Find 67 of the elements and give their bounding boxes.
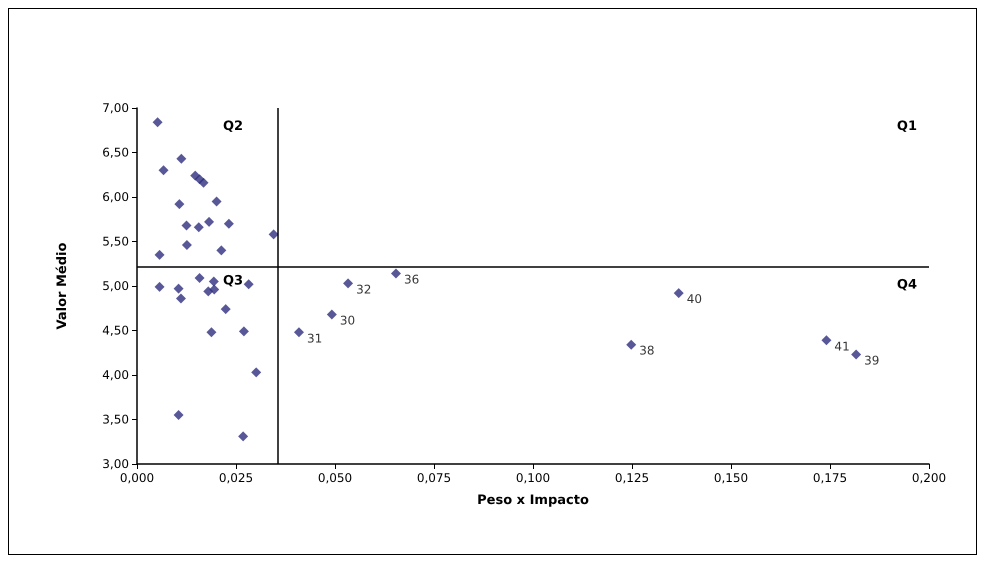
annotation: 41 xyxy=(834,339,850,354)
point xyxy=(158,165,169,176)
annotation: Q2 xyxy=(222,119,244,134)
point xyxy=(174,284,184,294)
point xyxy=(224,218,234,229)
y-tick-label: 3,00 xyxy=(102,457,129,471)
x-tick-label: 0,175 xyxy=(812,471,848,485)
y-tick-label: 6,00 xyxy=(102,190,129,204)
point xyxy=(152,117,163,128)
annotation: 31 xyxy=(306,331,322,346)
point xyxy=(204,216,214,227)
point xyxy=(268,229,279,240)
annotation: Q1 xyxy=(896,119,917,134)
x-tick-label: 0,125 xyxy=(614,471,650,485)
point xyxy=(294,327,304,338)
point xyxy=(182,220,192,230)
y-tick-label: 3,50 xyxy=(102,412,129,426)
x-axis-title: Peso x Impacto xyxy=(477,493,589,508)
y-tick-label: 6,50 xyxy=(102,146,129,160)
point xyxy=(821,335,832,346)
point xyxy=(851,350,862,360)
point xyxy=(208,276,219,287)
point xyxy=(206,327,216,338)
annotation: 30 xyxy=(340,313,356,328)
point xyxy=(176,293,186,304)
point xyxy=(390,268,401,279)
x-tick-label: 0,075 xyxy=(416,471,452,485)
point xyxy=(174,410,184,420)
annotation: Q4 xyxy=(896,277,917,292)
point xyxy=(194,222,204,232)
annotation: 36 xyxy=(404,272,420,287)
y-tick-label: 4,50 xyxy=(102,324,129,338)
annotation: 40 xyxy=(686,292,702,306)
point xyxy=(174,199,184,210)
point xyxy=(176,154,186,164)
point xyxy=(626,340,636,350)
point xyxy=(326,309,337,320)
x-tick-label: 0,050 xyxy=(318,471,352,485)
point xyxy=(209,284,220,295)
x-tick-label: 0,100 xyxy=(516,471,550,485)
point xyxy=(154,282,165,292)
y-tick-label: 4,00 xyxy=(102,368,129,382)
y-tick-label: 5,00 xyxy=(102,279,129,293)
point xyxy=(674,288,684,298)
point xyxy=(216,245,226,256)
point xyxy=(238,326,249,336)
point xyxy=(244,279,254,290)
point xyxy=(154,250,165,260)
x-tick-label: 0,000 xyxy=(120,471,154,485)
point xyxy=(251,367,262,378)
x-tick-label: 0,025 xyxy=(218,471,254,485)
point xyxy=(238,431,248,442)
annotation: 32 xyxy=(356,282,372,296)
x-tick-label: 0,200 xyxy=(912,471,946,485)
y-tick-label: 5,50 xyxy=(102,234,129,248)
annotation: 38 xyxy=(639,344,654,358)
point xyxy=(220,304,231,314)
point xyxy=(198,178,209,188)
point xyxy=(343,278,354,288)
annotation: Q3 xyxy=(222,273,244,288)
point xyxy=(182,240,192,250)
annotation: 39 xyxy=(864,354,880,368)
y-tick-label: 7,00 xyxy=(102,101,129,115)
y-axis-title: Valor Médio xyxy=(55,242,70,330)
x-tick-label: 0,150 xyxy=(714,471,748,485)
point xyxy=(194,272,205,283)
point xyxy=(212,196,222,206)
